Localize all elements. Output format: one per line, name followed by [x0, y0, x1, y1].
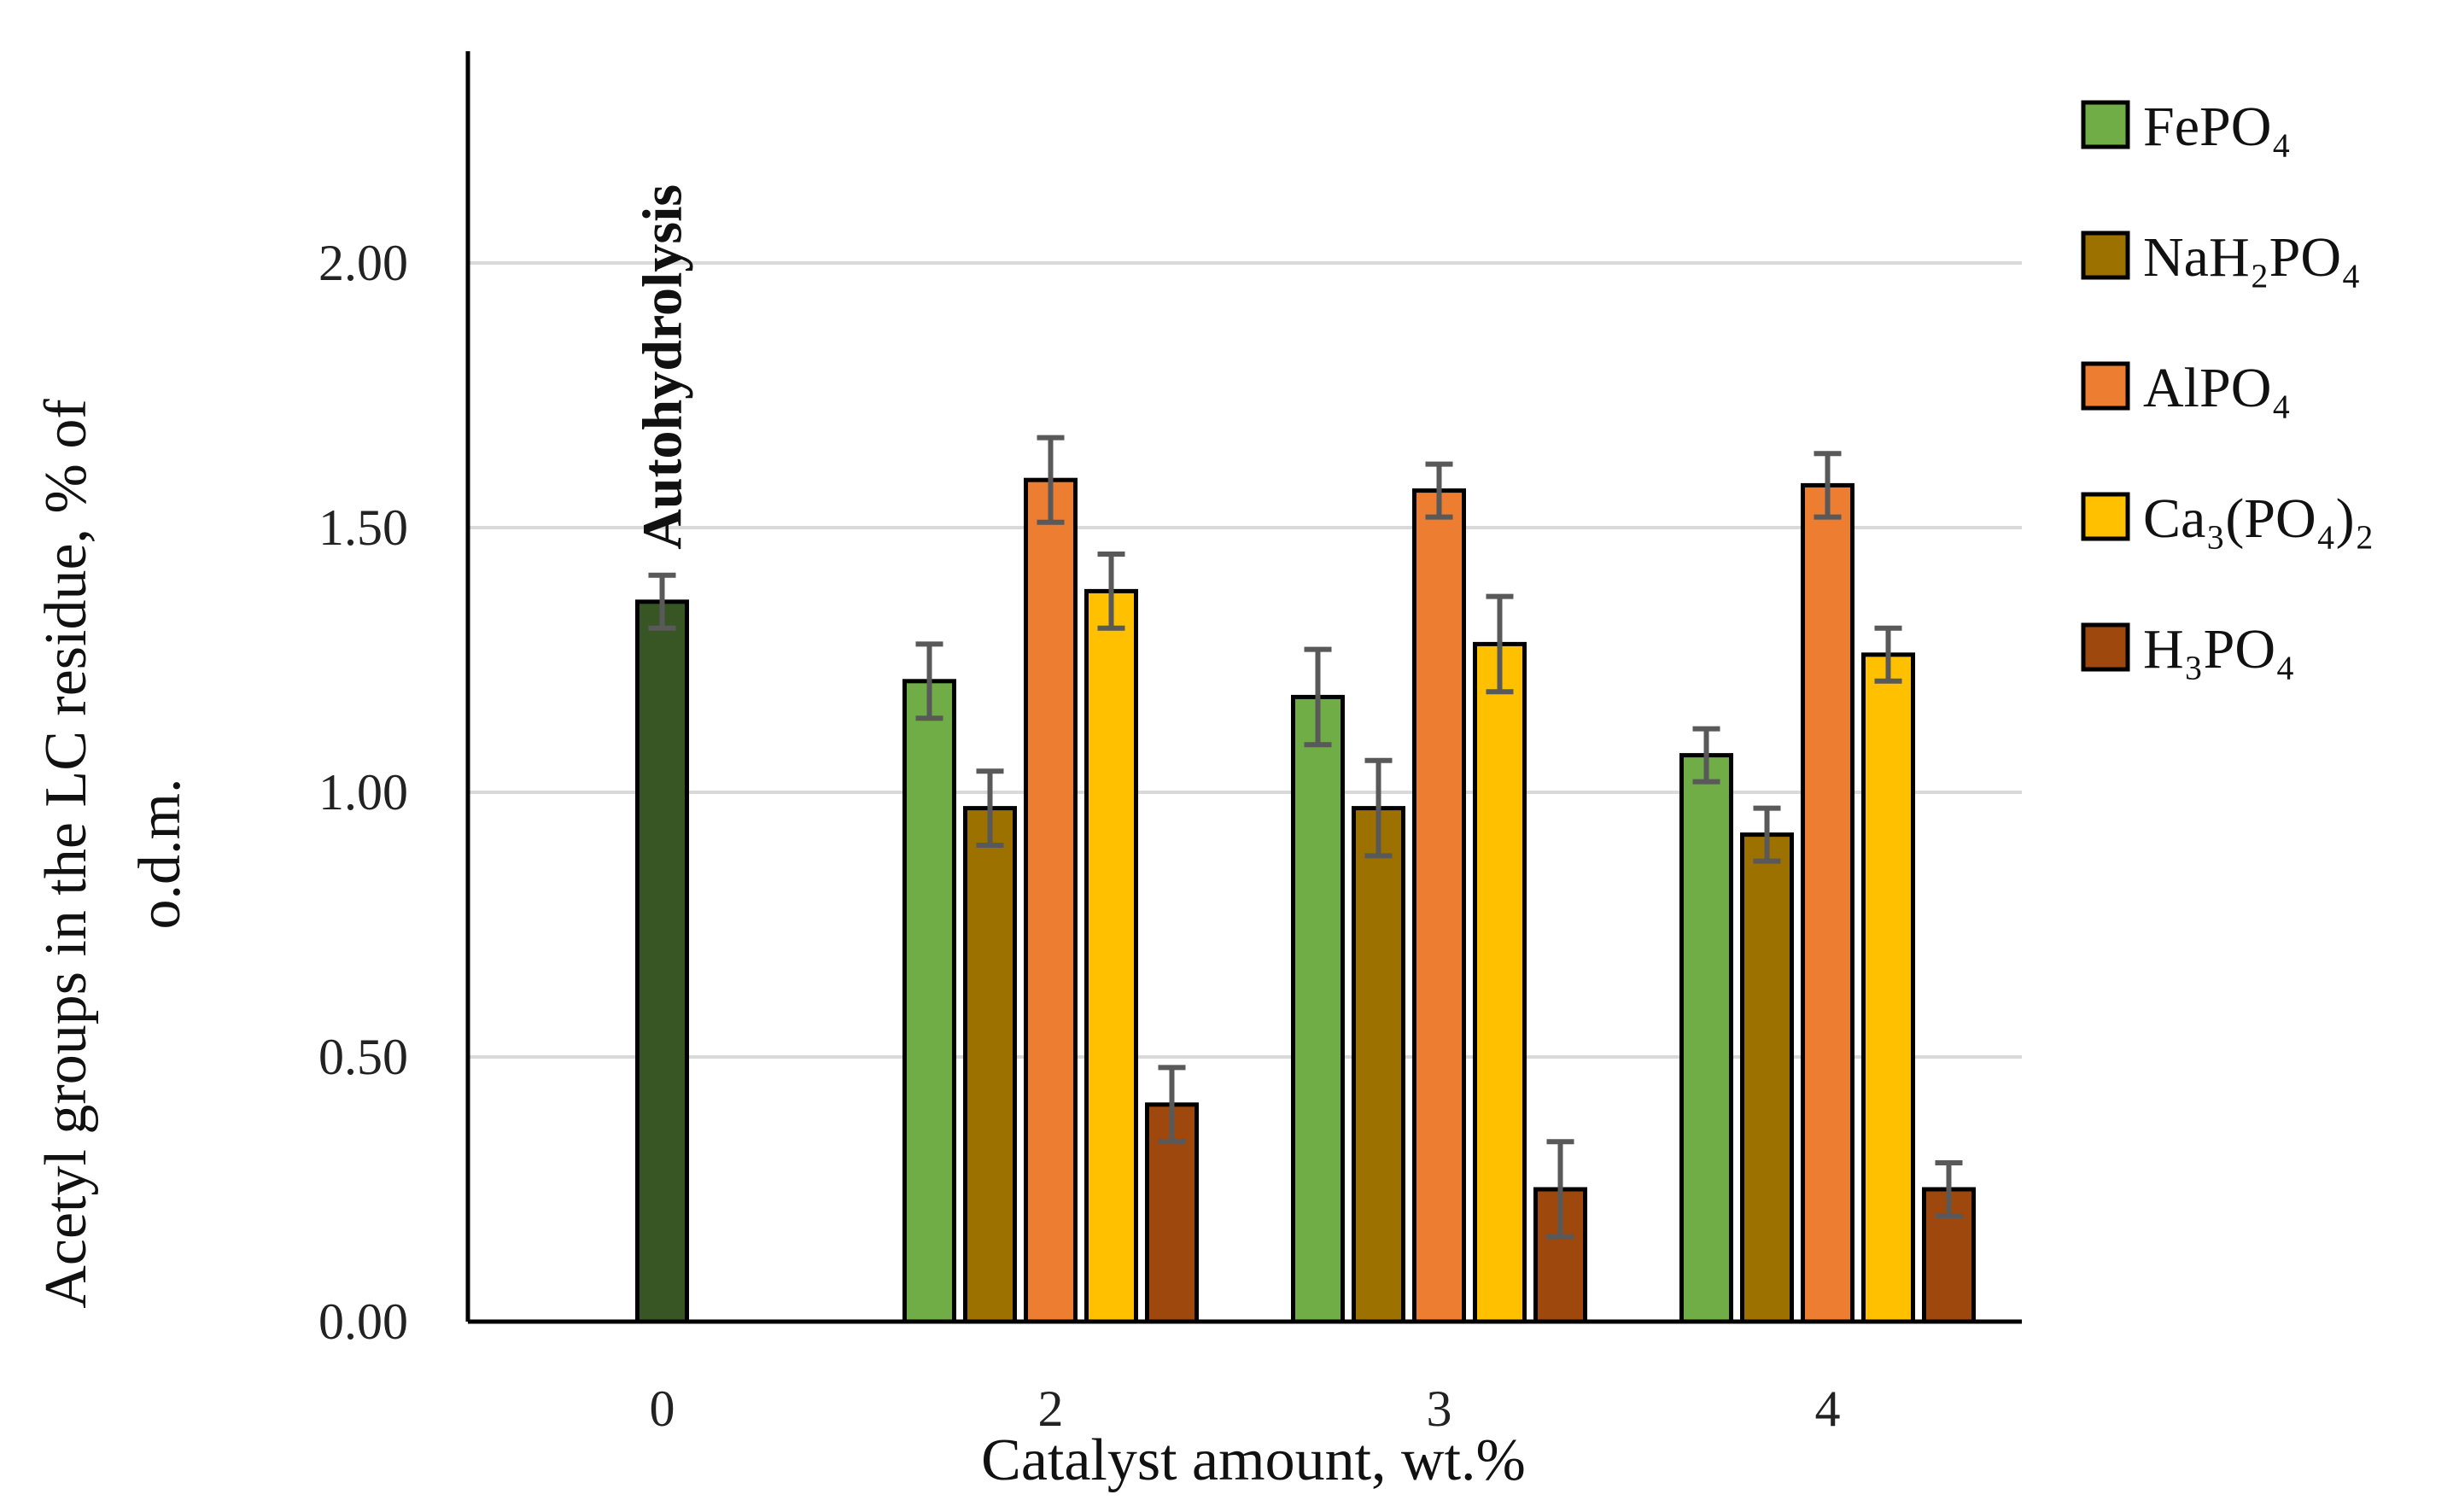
bar — [1291, 694, 1345, 1324]
bar — [1412, 488, 1466, 1324]
bar — [1679, 753, 1733, 1324]
x-axis-title: Catalyst amount, wt.% — [981, 1427, 1526, 1493]
y-tick-label: 0.50 — [318, 1029, 408, 1085]
legend-label: Ca₃(PO₄)₂ — [2143, 487, 2374, 550]
x-tick-labels: 0 2 3 4 — [650, 1381, 1841, 1437]
y-tick-label: 1.00 — [318, 764, 408, 820]
bar — [1801, 482, 1854, 1324]
y-axis-title: Acetyl groups in the LC residue, % of o.… — [33, 399, 193, 1309]
legend-label: FePO₄ — [2143, 96, 2291, 158]
x-tick-label: 0 — [650, 1381, 675, 1437]
bar — [963, 806, 1017, 1324]
x-tick-label: 3 — [1427, 1381, 1452, 1437]
y-axis-title-line-2: o.d.m. — [127, 779, 193, 930]
autohydrolysis-annotation: Autohydrolysis — [632, 184, 694, 550]
bar — [1740, 832, 1794, 1324]
x-tick-label: 2 — [1038, 1381, 1064, 1437]
legend-swatch — [2081, 492, 2130, 541]
legend-label: NaH₂PO₄ — [2143, 226, 2361, 289]
y-tick-labels: 0.00 0.50 1.00 1.50 2.00 — [318, 235, 408, 1350]
y-tick-label: 1.50 — [318, 499, 408, 556]
legend-swatch — [2081, 231, 2130, 280]
axes — [465, 51, 2022, 1324]
bar — [1473, 641, 1527, 1324]
legend-swatch — [2081, 622, 2130, 672]
bar — [1024, 477, 1078, 1324]
bar — [1352, 806, 1405, 1324]
x-tick-label: 4 — [1815, 1381, 1841, 1437]
y-tick-label: 2.00 — [318, 235, 408, 291]
legend-label: H₃PO₄ — [2143, 618, 2295, 680]
y-tick-label: 0.00 — [318, 1293, 408, 1350]
legend-swatch — [2081, 100, 2130, 149]
legend-swatch — [2081, 361, 2130, 411]
bars — [635, 477, 1976, 1324]
bar — [1084, 588, 1138, 1324]
bar — [902, 679, 956, 1324]
bar — [1861, 652, 1915, 1324]
error-bars — [648, 435, 1963, 1240]
legend: FePO₄ NaH₂PO₄ AlPO₄ Ca₃(PO₄)₂ H₃PO₄ — [2081, 96, 2374, 680]
legend-label: AlPO₄ — [2143, 357, 2291, 419]
bar-autohydrolysis — [635, 599, 689, 1324]
y-axis-title-line-1: Acetyl groups in the LC residue, % of — [33, 399, 99, 1309]
